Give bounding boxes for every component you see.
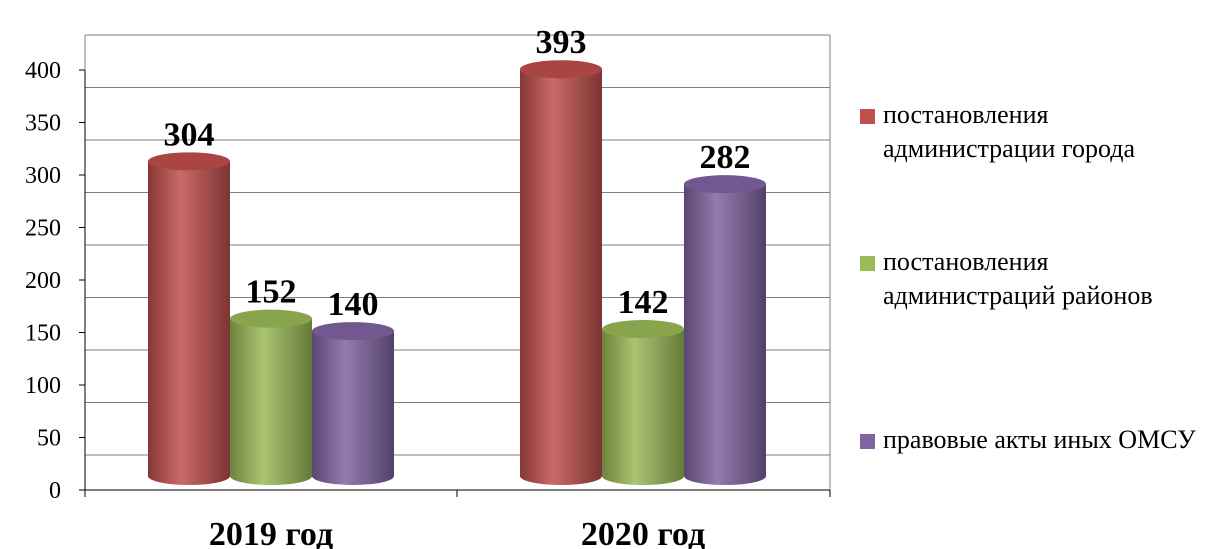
data-label: 142 [618,284,669,321]
y-tick-label: 0 [49,478,61,504]
data-label: 393 [536,24,587,61]
y-tick-label: 350 [25,111,61,137]
data-label: 282 [700,139,751,176]
data-label: 152 [246,274,297,311]
bar-body [520,69,602,486]
legend-swatch-series-2 [860,434,875,449]
data-label: 140 [328,286,379,323]
data-labels: 304 152 140 393 142 282 [164,24,751,323]
bar [312,322,394,485]
bar [684,175,766,485]
legend-label-series-0: постановления администрации города [883,100,1136,163]
y-axis: 0 50 100 150 200 250 300 350 400 [25,58,86,504]
data-label: 304 [164,116,215,153]
bar-top [312,322,394,341]
y-tick-label: 150 [25,321,61,347]
legend-swatch-series-0 [860,109,875,124]
y-tick-label: 300 [25,163,61,189]
bar [520,60,602,486]
x-tick-label: 2019 год [209,516,333,549]
legend-label-series-1: постановления администраций районов [883,247,1153,310]
legend-item-series-2: правовые акты иных ОМСУ [860,423,1218,457]
bar-top [148,152,230,171]
bar-top [684,175,766,194]
x-tick-label: 2020 год [581,516,705,549]
legend-item-series-0: постановления администрации города [860,98,1218,166]
bar-body [148,161,230,486]
bar-body [602,329,684,485]
y-tick-label: 200 [25,268,61,294]
bar-top [520,60,602,79]
bar-top [602,320,684,339]
legend-swatch-series-1 [860,256,875,271]
y-tick-label: 250 [25,216,61,242]
bar-chart: 0 50 100 150 200 250 300 350 400 2019 год 2020 го… [25,24,831,549]
y-tick-label: 400 [25,58,61,84]
bar-body [230,318,312,485]
y-tick-label: 100 [25,373,61,399]
bar-body [312,331,394,485]
y-tick-label: 50 [37,426,61,452]
bar [148,152,230,486]
bars [148,60,766,486]
legend: постановления администрации города поста… [860,0,1218,549]
bar-body [684,184,766,485]
bar [602,320,684,485]
bar [230,309,312,485]
x-axis: 2019 год 2020 год [84,489,831,549]
bar-top [230,309,312,328]
legend-label-series-2: правовые акты иных ОМСУ [883,425,1196,454]
legend-item-series-1: постановления администраций районов [860,245,1218,313]
